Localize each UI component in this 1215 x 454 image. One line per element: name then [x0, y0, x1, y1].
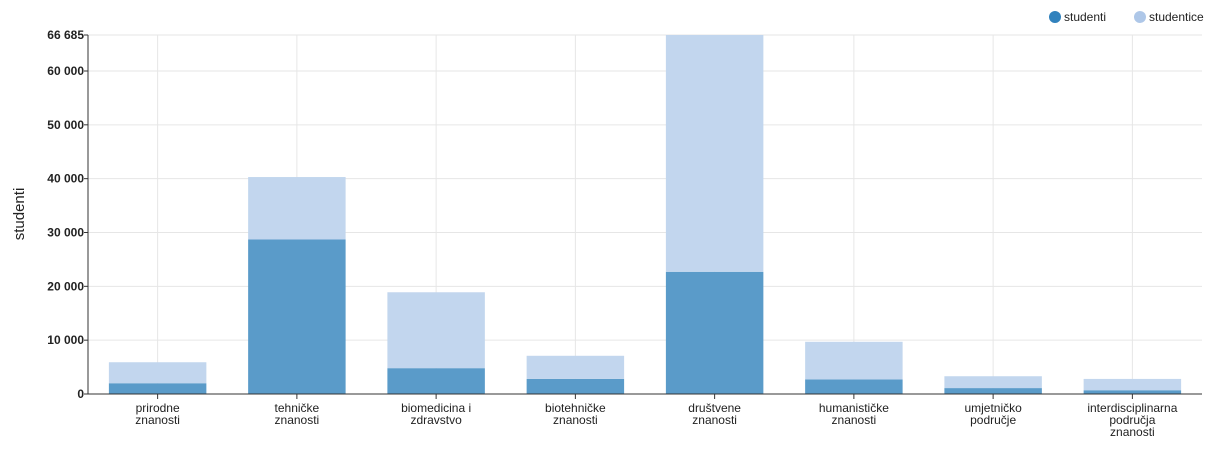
x-tick-label: društvene znanosti [688, 401, 741, 427]
bar-studentice[interactable] [805, 341, 903, 380]
y-tick-label: 30 000 [47, 225, 84, 239]
x-tick-label: umjetničko područje [964, 401, 1022, 427]
bar-studentice[interactable] [665, 35, 764, 272]
y-tick-label: 0 [77, 387, 84, 401]
x-tick-label: tehničke znanosti [275, 401, 320, 427]
bar-studenti[interactable] [526, 378, 625, 394]
bar-studenti[interactable] [665, 271, 764, 394]
legend-label-studentice[interactable]: studentice [1149, 10, 1204, 24]
y-tick-label: 40 000 [47, 172, 84, 186]
bar-studentice[interactable] [248, 177, 346, 240]
bar-studenti[interactable] [248, 239, 346, 394]
x-tick-label: interdisciplinarna područja znanosti [1087, 401, 1177, 439]
bar-studentice[interactable] [387, 292, 485, 369]
legend-label-studenti[interactable]: studenti [1064, 10, 1106, 24]
legend-swatch-studentice[interactable] [1134, 11, 1146, 23]
y-tick-label: 60 000 [47, 64, 84, 78]
bar-studentice[interactable] [526, 355, 625, 379]
bar-studenti[interactable] [805, 379, 903, 394]
x-tick-label: biomedicina i zdravstvo [401, 401, 471, 427]
bar-studentice[interactable] [944, 376, 1042, 389]
bar-studenti[interactable] [387, 368, 485, 394]
x-tick-label: biotehničke znanosti [545, 401, 606, 427]
legend: studenti studentice [1049, 10, 1204, 24]
axes-group: 0 10 000 20 000 30 000 40 000 50 000 60 000 66 … [47, 28, 1202, 439]
bars-group [108, 35, 1182, 394]
legend-swatch-studenti[interactable] [1049, 11, 1061, 23]
bar-studentice[interactable] [1083, 378, 1182, 391]
x-tick-label: humanističke znanosti [819, 401, 889, 427]
bar-studenti[interactable] [108, 383, 207, 394]
bar-studenti[interactable] [1083, 390, 1182, 394]
y-tick-label: 20 000 [47, 279, 84, 293]
y-tick-label: 10 000 [47, 333, 84, 347]
y-tick-label: 50 000 [47, 118, 84, 132]
x-tick-label: prirodne znanosti [135, 401, 180, 427]
bar-studenti[interactable] [944, 388, 1042, 394]
y-axis-title: studenti [11, 188, 28, 241]
bar-studentice[interactable] [108, 362, 207, 384]
y-tick-label: 66 685 [47, 28, 84, 42]
